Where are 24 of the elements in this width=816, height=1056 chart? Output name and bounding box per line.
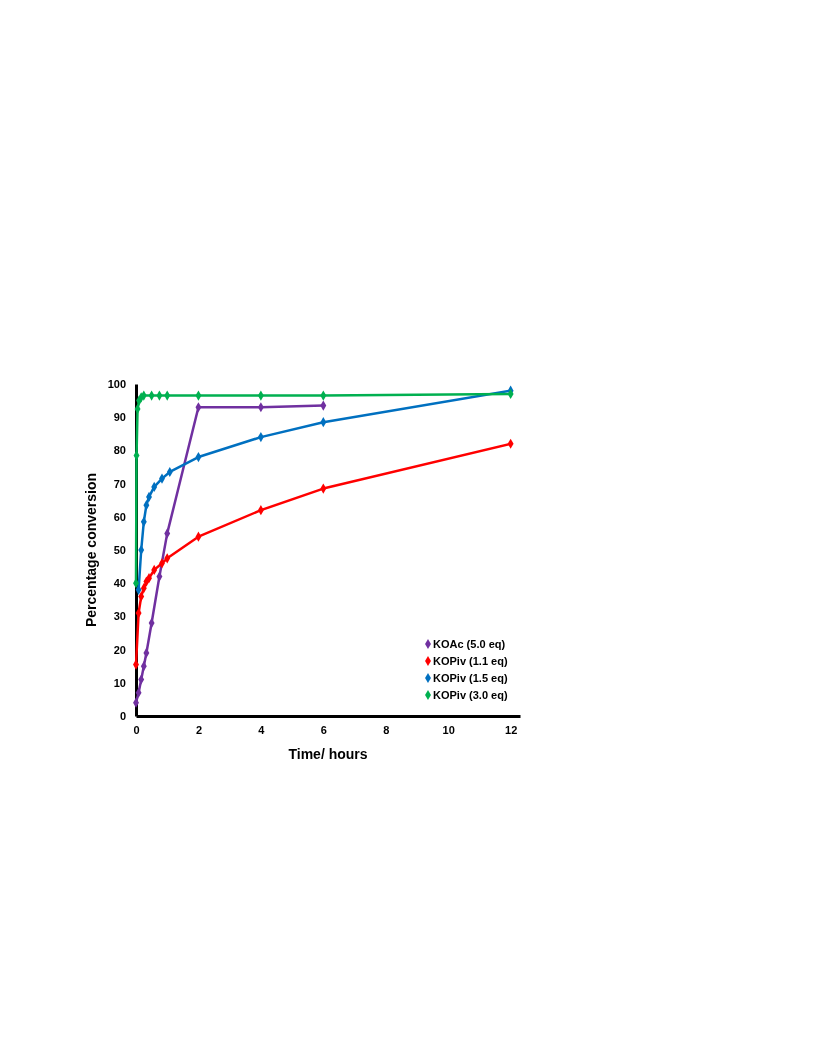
x-tick-label: 8: [383, 723, 390, 736]
y-tick-label: 10: [113, 676, 126, 689]
x-tick-label: 6: [320, 723, 327, 736]
y-tick-label: 70: [113, 477, 126, 490]
y-tick-label: 20: [113, 643, 126, 656]
y-tick-label: 90: [113, 411, 126, 424]
legend-label: KOPiv (1.5 eq): [433, 672, 508, 684]
y-tick-label: 60: [113, 510, 126, 523]
y-tick-label: 0: [119, 710, 126, 723]
legend-label: KOPiv (1.1 eq): [433, 655, 508, 667]
y-tick-label: 40: [113, 577, 126, 590]
x-tick-label: 10: [442, 723, 455, 736]
x-tick-label: 12: [505, 723, 518, 736]
y-tick-label: 100: [107, 378, 126, 391]
y-tick-label: 30: [113, 610, 126, 623]
x-tick-label: 2: [195, 723, 202, 736]
y-tick-label: 50: [113, 544, 126, 557]
legend-label: KOPiv (3.0 eq): [433, 689, 508, 701]
legend-label: KOAc (5.0 eq): [433, 638, 506, 650]
x-tick-label: 0: [133, 723, 140, 736]
x-tick-label: 4: [258, 723, 266, 736]
y-tick-label: 80: [113, 444, 126, 457]
y-axis-title: Percentage conversion: [83, 472, 99, 628]
x-axis-title: Time/ hours: [288, 746, 368, 762]
